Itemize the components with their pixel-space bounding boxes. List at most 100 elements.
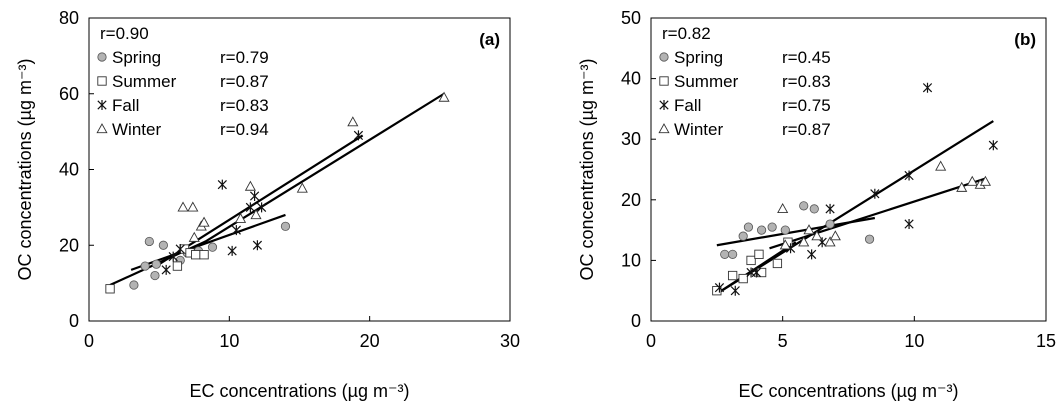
panel-label: (b)	[1014, 30, 1036, 49]
y-tick-label: 40	[59, 160, 79, 180]
series-fall	[161, 130, 364, 275]
x-tick-label: 15	[1036, 331, 1056, 351]
series-summer	[712, 237, 793, 296]
y-tick-label: 0	[631, 311, 641, 331]
data-point-spring	[767, 222, 777, 232]
y-tick-label: 20	[59, 235, 79, 255]
legend-marker-spring	[659, 52, 669, 62]
x-tick-label: 5	[778, 331, 788, 351]
data-point-fall	[904, 219, 914, 230]
legend-label-summer: Summer	[674, 72, 739, 91]
series-fall	[714, 82, 998, 296]
data-point-summer	[727, 270, 738, 281]
data-point-spring	[825, 219, 835, 229]
legend-marker-spring	[97, 52, 107, 62]
y-tick-label: 20	[621, 190, 641, 210]
x-axis-label: EC concentrations (µg m⁻³)	[739, 381, 959, 401]
y-tick-label: 60	[59, 84, 79, 104]
data-point-winter	[798, 236, 810, 247]
panel-a: 0 10 20 30 0 20 40 60 80 EC concentrations (µg m⁻…	[15, 8, 520, 401]
fit-line-winter	[769, 177, 986, 250]
data-point-fall	[922, 82, 933, 93]
data-point-spring	[280, 221, 291, 231]
data-point-fall	[227, 245, 237, 256]
data-point-winter	[811, 230, 823, 241]
x-tick-label: 0	[646, 331, 656, 351]
data-point-winter	[177, 201, 189, 212]
legend-marker-winter	[658, 123, 670, 134]
x-tick-label: 30	[500, 331, 520, 351]
data-point-fall	[256, 202, 267, 213]
plot-frame	[650, 17, 1047, 322]
data-point-winter	[777, 202, 789, 214]
data-point-fall	[807, 249, 817, 260]
series-winter	[177, 91, 450, 242]
data-point-spring	[720, 249, 730, 259]
data-point-winter	[956, 181, 968, 192]
legend-marker-summer	[97, 76, 107, 86]
panel-b: 0 5 10 15 0 10 20 30 40 50 EC concentrations (µg m…	[577, 8, 1056, 401]
legend-r-winter: r=0.87	[782, 120, 831, 139]
data-point-winter	[803, 224, 815, 235]
y-axis-label: OC concentrations (µg m⁻³)	[577, 59, 597, 281]
legend-label-fall: Fall	[674, 96, 701, 115]
data-point-spring	[728, 249, 738, 259]
data-point-winter	[198, 216, 210, 227]
x-tick-label: 0	[84, 331, 94, 351]
legend-r-summer: r=0.87	[220, 72, 269, 91]
data-point-spring	[129, 280, 139, 290]
data-point-fall	[252, 240, 263, 251]
overall-r-label: r=0.82	[662, 24, 711, 43]
y-axis-label: OC concentrations (µg m⁻³)	[15, 59, 35, 281]
legend-r-summer: r=0.83	[782, 72, 831, 91]
data-point-spring	[743, 222, 754, 232]
legend-r-winter: r=0.94	[220, 120, 269, 139]
data-point-spring	[738, 231, 748, 241]
legend-label-spring: Spring	[112, 48, 161, 67]
legend-label-winter: Winter	[674, 120, 723, 139]
legend: Spring r=0.79 Summer r=0.87 Fall r=0.83 Winter…	[96, 48, 269, 139]
y-tick-label: 50	[621, 8, 641, 28]
y-tick-label: 0	[69, 311, 79, 331]
data-point-fall	[988, 140, 998, 151]
data-point-fall	[168, 251, 178, 262]
data-point-spring	[144, 236, 154, 247]
legend-r-fall: r=0.75	[782, 96, 831, 115]
data-point-spring	[151, 259, 161, 269]
data-point-spring	[150, 270, 160, 281]
series-summer	[105, 244, 209, 294]
data-point-fall	[175, 244, 185, 255]
legend: Spring r=0.45 Summer r=0.83 Fall r=0.75 Winter…	[658, 48, 831, 139]
data-point-fall	[161, 264, 171, 275]
series-winter	[777, 160, 991, 250]
data-point-summer	[199, 250, 209, 260]
data-point-spring	[140, 261, 150, 271]
data-point-spring	[799, 201, 809, 211]
data-point-fall	[353, 130, 364, 141]
data-point-fall	[245, 202, 256, 213]
x-tick-label: 10	[904, 331, 924, 351]
x-tick-label: 10	[219, 331, 239, 351]
legend-label-fall: Fall	[112, 96, 139, 115]
data-point-summer	[191, 250, 201, 260]
data-point-fall	[249, 191, 260, 202]
data-point-winter	[187, 201, 199, 212]
legend-marker-fall	[659, 100, 669, 110]
data-point-fall	[751, 267, 761, 278]
data-point-spring	[207, 242, 218, 252]
legend-r-spring: r=0.45	[782, 48, 831, 67]
data-point-winter	[244, 180, 256, 191]
data-point-summer	[172, 261, 183, 271]
data-point-summer	[105, 284, 115, 294]
y-tick-label: 10	[621, 250, 641, 270]
data-point-winter	[824, 236, 836, 247]
x-tick-label: 20	[360, 331, 380, 351]
data-point-fall	[714, 282, 725, 293]
data-point-summer	[738, 273, 748, 284]
legend-label-summer: Summer	[112, 72, 177, 91]
legend-label-spring: Spring	[674, 48, 723, 67]
data-point-winter	[966, 175, 978, 186]
data-point-summer	[746, 255, 756, 266]
overall-r-label: r=0.90	[100, 24, 149, 43]
